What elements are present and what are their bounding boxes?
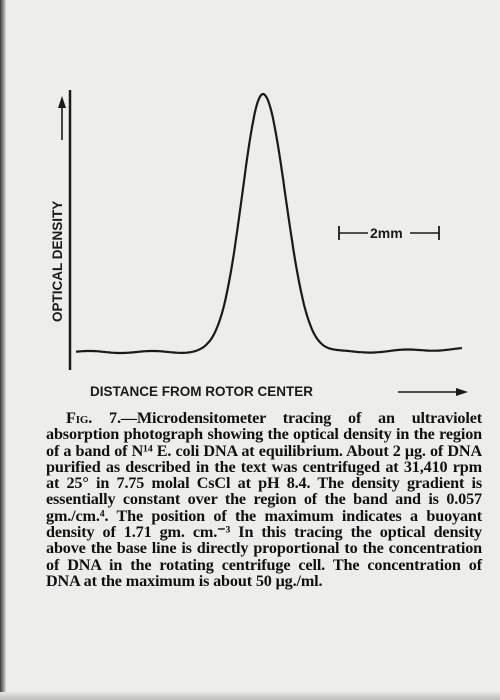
y-axis-label: OPTICAL DENSITY (50, 201, 65, 322)
figure-caption: Fig. 7.—Microdensitometer tracing of an … (46, 410, 482, 589)
caption-text: —Microdensitometer tracing of an ultravi… (46, 409, 482, 590)
scale-bar-label: 2mm (370, 225, 403, 241)
x-axis-label: DISTANCE FROM ROTOR CENTER (90, 384, 313, 399)
bottom-shadow (0, 692, 500, 700)
density-curve (75, 92, 463, 355)
y-axis-arrowhead (58, 96, 66, 108)
figure-label: Fig. 7. (66, 409, 121, 427)
density-tracing-chart: OPTICAL DENSITY 2mm DISTANCE FROM ROTOR … (50, 90, 468, 399)
x-axis-arrowhead (456, 388, 468, 396)
photo-edge (0, 0, 6, 700)
